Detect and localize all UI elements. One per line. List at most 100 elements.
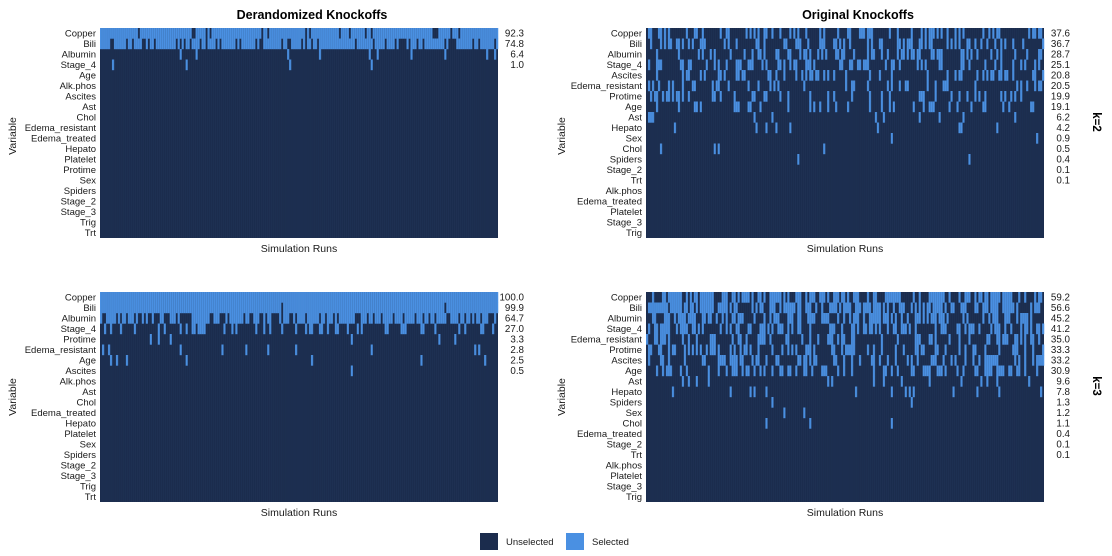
selected-cell bbox=[725, 365, 728, 377]
selected-cell bbox=[763, 365, 766, 377]
selected-cell bbox=[775, 355, 778, 366]
selected-cell bbox=[906, 38, 909, 50]
selected-cell bbox=[870, 313, 874, 324]
selected-cell bbox=[462, 38, 465, 50]
selected-cell bbox=[976, 386, 979, 398]
selected-cell bbox=[420, 355, 423, 366]
selected-cell bbox=[237, 302, 240, 314]
selected-cell bbox=[378, 313, 381, 324]
selected-cell bbox=[167, 28, 170, 39]
selected-cell bbox=[813, 355, 816, 366]
selected-cell bbox=[896, 292, 899, 303]
selected-cell bbox=[657, 59, 661, 71]
selected-cell bbox=[135, 302, 139, 314]
selected-cell bbox=[843, 313, 846, 324]
selected-cell bbox=[996, 313, 999, 324]
selected-cell bbox=[175, 292, 178, 303]
selected-cell bbox=[392, 302, 395, 314]
selected-cell bbox=[687, 38, 691, 50]
selected-cell bbox=[1042, 70, 1045, 81]
selected-cell bbox=[1020, 59, 1023, 71]
selected-cell bbox=[850, 80, 854, 92]
selected-cell bbox=[902, 38, 905, 50]
selected-cell bbox=[235, 28, 238, 39]
selected-cell bbox=[1016, 334, 1019, 345]
selected-cell bbox=[1012, 302, 1015, 314]
selected-cell bbox=[1016, 80, 1019, 92]
selected-cell bbox=[747, 365, 750, 377]
row-strip-k3: k=3 bbox=[1090, 376, 1102, 396]
selected-cell bbox=[655, 70, 659, 81]
selected-cell bbox=[733, 302, 736, 314]
selected-cell bbox=[858, 302, 862, 314]
selected-cell bbox=[163, 28, 166, 39]
selected-cell bbox=[707, 292, 710, 303]
selected-cell bbox=[659, 344, 663, 356]
selected-cell bbox=[107, 313, 111, 324]
selected-cell bbox=[797, 28, 800, 39]
selected-cell bbox=[994, 313, 997, 324]
selected-cell bbox=[771, 344, 774, 356]
selected-cell bbox=[127, 302, 131, 314]
selected-cell bbox=[954, 28, 957, 39]
selected-cell bbox=[739, 313, 742, 324]
selected-cell bbox=[703, 355, 706, 366]
selected-cell bbox=[295, 28, 298, 39]
selected-cell bbox=[665, 365, 669, 377]
selected-cell bbox=[725, 292, 728, 303]
selected-cell bbox=[1010, 91, 1013, 102]
selected-cell bbox=[476, 292, 479, 303]
variable-tick-label: Sex bbox=[80, 176, 97, 187]
selected-cell bbox=[169, 313, 172, 324]
selected-cell bbox=[161, 292, 164, 303]
selected-cell bbox=[821, 302, 824, 314]
selected-cell bbox=[745, 292, 748, 303]
selected-cell bbox=[667, 334, 671, 345]
selected-cell bbox=[974, 344, 977, 356]
selected-cell bbox=[880, 101, 884, 113]
selected-cell bbox=[918, 313, 921, 324]
selected-cell bbox=[151, 302, 154, 314]
selected-cell bbox=[713, 143, 716, 155]
selected-cell bbox=[922, 91, 925, 102]
selected-cell bbox=[717, 143, 720, 155]
selected-cell bbox=[892, 59, 895, 71]
selected-cell bbox=[986, 302, 989, 314]
selected-cell bbox=[725, 59, 728, 71]
selected-cell bbox=[982, 313, 985, 324]
selected-cell bbox=[261, 292, 264, 303]
selection-percent-label: 74.8 bbox=[505, 39, 525, 50]
selected-cell bbox=[843, 365, 846, 377]
selected-cell bbox=[470, 38, 473, 50]
selected-cell bbox=[691, 323, 695, 335]
selected-cell bbox=[201, 292, 204, 303]
selected-cell bbox=[809, 302, 812, 314]
selected-cell bbox=[378, 28, 381, 39]
selected-cell bbox=[157, 28, 160, 39]
selected-cell bbox=[661, 334, 665, 345]
selected-cell bbox=[388, 28, 391, 39]
selected-cell bbox=[934, 355, 937, 366]
selected-cell bbox=[655, 59, 659, 71]
selected-cell bbox=[739, 355, 742, 366]
selected-cell bbox=[717, 80, 720, 92]
selected-cell bbox=[793, 28, 796, 39]
selected-cell bbox=[340, 302, 344, 314]
selected-cell bbox=[308, 323, 312, 335]
selected-cell bbox=[1002, 365, 1005, 377]
selected-cell bbox=[1040, 80, 1043, 92]
selected-cell bbox=[231, 313, 234, 324]
selected-cell bbox=[930, 292, 933, 303]
selected-cell bbox=[1004, 91, 1007, 102]
selected-cell bbox=[717, 344, 720, 356]
selected-cell bbox=[287, 49, 290, 60]
selected-cell bbox=[1024, 344, 1027, 356]
selected-cell bbox=[1004, 323, 1007, 335]
selected-cell bbox=[161, 38, 164, 50]
selected-cell bbox=[456, 313, 459, 324]
selected-cell bbox=[456, 28, 459, 39]
selected-cell bbox=[805, 302, 808, 314]
selected-cell bbox=[227, 38, 230, 50]
selected-cell bbox=[1002, 334, 1005, 345]
